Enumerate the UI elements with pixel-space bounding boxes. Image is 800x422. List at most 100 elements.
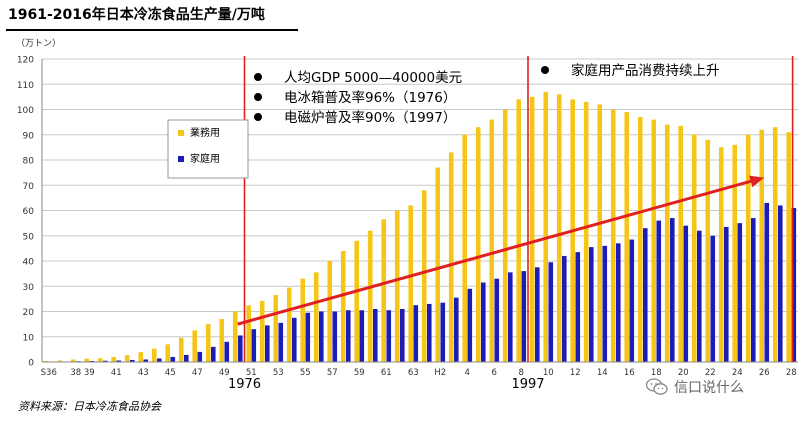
bar-business — [354, 240, 360, 362]
bar-household — [237, 335, 243, 362]
annotation-text: 电冰箱普及率96%（1976） — [284, 89, 456, 106]
x-tick-label: 63 — [408, 368, 419, 378]
x-tick-label: 55 — [300, 368, 311, 378]
bar-household — [710, 235, 716, 362]
y-tick-label: 70 — [23, 182, 35, 192]
bar-household — [224, 341, 230, 362]
annotation-text: 电磁炉普及率90%（1997） — [284, 109, 456, 126]
x-tick-label: 28 — [786, 368, 797, 378]
bar-household — [251, 329, 257, 362]
bar-household — [197, 351, 203, 362]
bar-household — [615, 243, 621, 362]
x-tick-label: 45 — [165, 368, 176, 378]
bar-business — [111, 356, 117, 362]
x-tick-label: 39 — [84, 368, 95, 378]
bar-business — [624, 112, 630, 363]
y-tick-label: 10 — [23, 333, 35, 343]
bar-household — [561, 255, 567, 362]
bar-business — [313, 272, 319, 362]
bar-household — [386, 310, 392, 362]
x-tick-label: 12 — [570, 368, 581, 378]
bar-business — [772, 127, 778, 362]
bar-household — [359, 310, 365, 362]
bar-business — [732, 144, 738, 362]
x-tick-label: 14 — [597, 368, 608, 378]
x-tick-label: 20 — [678, 368, 689, 378]
bar-business — [759, 129, 765, 362]
x-tick-label: S36 — [41, 368, 57, 378]
bar-business — [718, 147, 724, 362]
legend-swatch — [178, 156, 184, 162]
overlays: 1976 1997 人均GDP 5000—40000美元电冰箱普及率96%（1976… — [228, 56, 794, 392]
bar-household — [440, 302, 446, 362]
y-tick-label: 110 — [17, 81, 34, 91]
bar-household — [534, 267, 540, 362]
bar-business — [448, 152, 454, 362]
axes: 0 10 20 30 40 50 60 70 80 90 100 110 120 （万トン） S36 38 39… — [16, 38, 798, 378]
bar-business — [192, 330, 198, 362]
x-tick-label: 24 — [732, 368, 743, 378]
y-axis-unit: （万トン） — [16, 38, 61, 49]
x-tick-label: 6 — [492, 368, 497, 378]
bar-household — [737, 223, 743, 362]
bar-household — [102, 360, 108, 362]
bar-household — [507, 272, 513, 362]
bar-household — [291, 317, 297, 362]
bar-household — [318, 311, 324, 362]
bar-business — [597, 104, 603, 362]
bullet-dot — [254, 113, 262, 121]
y-tick-label: 100 — [17, 106, 34, 116]
y-tick-label: 120 — [17, 56, 34, 66]
bar-business — [637, 117, 643, 362]
y-tick-label: 40 — [23, 258, 35, 268]
bar-household — [399, 308, 405, 362]
bar-household — [345, 310, 351, 362]
bar-household — [210, 346, 216, 362]
title-underline — [6, 29, 298, 31]
bar-household — [629, 239, 635, 362]
x-tick-label: 10 — [543, 368, 554, 378]
bar-household — [750, 218, 756, 362]
bar-business — [556, 94, 562, 362]
bar-business — [57, 360, 63, 362]
bar-business — [327, 261, 333, 362]
bar-business — [381, 219, 387, 362]
bullet-dot — [541, 66, 549, 74]
x-tick-label: 18 — [651, 368, 662, 378]
y-tick-label: 0 — [28, 359, 34, 369]
bar-business — [205, 324, 211, 362]
legend-swatch — [178, 130, 184, 136]
bar-business — [259, 300, 265, 362]
x-tick-label: 51 — [246, 368, 257, 378]
bar-business — [489, 119, 495, 362]
bar-business — [678, 125, 684, 362]
bar-business — [394, 210, 400, 362]
annotation-text: 家庭用产品消费持续上升 — [571, 62, 720, 79]
source-note: 资料来源：日本冷冻食品协会 — [18, 400, 161, 413]
bar-business — [543, 91, 549, 362]
bar-household — [183, 354, 189, 362]
bar-business — [408, 205, 414, 362]
bar-household — [426, 303, 432, 362]
bar-business — [516, 99, 522, 363]
bar-household — [723, 226, 729, 362]
bar-business — [583, 101, 589, 363]
bar-business — [273, 295, 279, 362]
trend-arrow-head — [749, 175, 765, 188]
bar-household — [453, 297, 459, 362]
bar-business — [435, 167, 441, 362]
bar-business — [610, 109, 616, 362]
bar-business — [286, 287, 292, 362]
bar-household — [494, 278, 500, 362]
bar-business — [84, 358, 90, 362]
bar-household — [372, 308, 378, 362]
bar-business — [246, 305, 252, 362]
bar-household — [129, 359, 135, 362]
y-tick-label: 60 — [23, 207, 35, 217]
annotation-text: 人均GDP 5000—40000美元 — [284, 70, 462, 86]
bar-household — [777, 205, 783, 362]
bar-business — [232, 311, 238, 362]
bar-business — [475, 127, 481, 362]
legend-label: 業務用 — [190, 126, 220, 139]
